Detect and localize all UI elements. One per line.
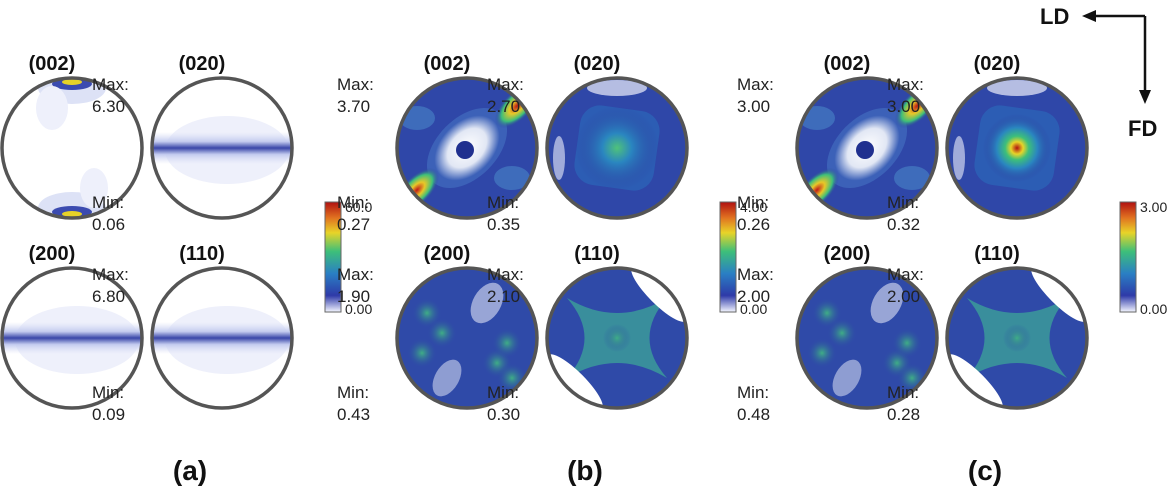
colorbar-min: 0.00 (1140, 301, 1167, 317)
plane-label: (002) (824, 53, 871, 75)
pole-200-figure (0, 266, 144, 410)
min-label: Min: (887, 193, 919, 212)
max-value: 2.00 (887, 287, 920, 306)
panel-label: (a) (173, 455, 207, 486)
min-label: Min: (337, 383, 369, 402)
fd-label: FD (1128, 116, 1157, 141)
max-label: Max: (337, 75, 374, 94)
pole-200-figure (395, 266, 539, 410)
max-value: 1.90 (337, 287, 370, 306)
panel-2: (002) Max: 3.00 Min: 0.26 (020) Max: 3.00 Min: 0.… (737, 53, 1167, 486)
min-label: Min: (92, 383, 124, 402)
colorbar-min: 0.00 (345, 301, 372, 317)
plane-label: (110) (974, 243, 1020, 265)
max-label: Max: (487, 75, 524, 94)
min-label: Min: (92, 193, 124, 212)
max-value: 2.10 (487, 287, 520, 306)
max-value: 6.80 (92, 287, 125, 306)
min-label: Min: (737, 383, 769, 402)
plane-label: (200) (29, 243, 76, 265)
colorbar-max: 4.00 (740, 199, 767, 215)
plane-label: (200) (424, 243, 471, 265)
min-label: Min: (737, 193, 769, 212)
max-value: 6.30 (92, 97, 125, 116)
max-value: 3.00 (737, 97, 770, 116)
plane-label: (020) (574, 53, 621, 75)
min-value: 0.48 (737, 405, 770, 424)
panel-1: (002) Max: 3.70 Min: 0.27 (020) Max: 2.70 Min: 0.… (337, 53, 767, 486)
max-label: Max: (737, 265, 774, 284)
plane-label: (020) (974, 53, 1021, 75)
colorbar-min: 0.00 (740, 301, 767, 317)
colorbar (1119, 201, 1137, 313)
panel-label: (c) (968, 455, 1002, 486)
plane-label: (020) (179, 53, 226, 75)
pole-002-figure (0, 76, 144, 220)
min-value: 0.09 (92, 405, 125, 424)
plane-label: (200) (824, 243, 871, 265)
min-value: 0.43 (337, 405, 370, 424)
max-label: Max: (487, 265, 524, 284)
plane-label: (110) (179, 243, 225, 265)
pole-200-figure (795, 266, 939, 410)
max-value: 3.00 (887, 97, 920, 116)
pole-002-figure (395, 76, 539, 220)
max-value: 2.00 (737, 287, 770, 306)
min-value: 0.30 (487, 405, 520, 424)
panel-label: (b) (567, 455, 603, 486)
ld-label: LD (1040, 4, 1069, 29)
max-value: 3.70 (337, 97, 370, 116)
panel-0: (002)Max:56.0Min:0.01(020)Max:6.30Min:0.… (0, 53, 372, 486)
min-value: 0.32 (887, 215, 920, 234)
plane-label: (110) (574, 243, 620, 265)
pole-110-figure (150, 266, 294, 410)
pole-110-figure (945, 266, 1089, 410)
pole-020-figure (150, 76, 294, 220)
direction-axes: LD FD (1040, 4, 1157, 141)
min-label: Min: (487, 383, 519, 402)
max-value: 2.70 (487, 97, 520, 116)
plane-label: (002) (424, 53, 471, 75)
pole-020-figure (945, 76, 1089, 220)
pole-110-figure (545, 266, 689, 410)
min-label: Min: (487, 193, 519, 212)
colorbar-max: 3.00 (1140, 199, 1167, 215)
min-label: Min: (337, 193, 369, 212)
colorbar-max: 60.0 (345, 199, 372, 215)
pole-002-figure (795, 76, 939, 220)
min-value: 0.26 (737, 215, 770, 234)
plane-label: (002) (29, 53, 76, 75)
min-value: 0.06 (92, 215, 125, 234)
colorbar (719, 201, 737, 313)
max-label: Max: (337, 265, 374, 284)
arrow-down-icon (1139, 90, 1151, 104)
colorbar (324, 201, 342, 313)
min-value: 0.35 (487, 215, 520, 234)
min-value: 0.27 (337, 215, 370, 234)
max-label: Max: (887, 75, 924, 94)
max-label: Max: (92, 265, 129, 284)
min-label: Min: (887, 383, 919, 402)
pole-020-figure (545, 76, 689, 220)
max-label: Max: (92, 75, 129, 94)
max-label: Max: (737, 75, 774, 94)
arrow-left-icon (1082, 10, 1096, 22)
max-label: Max: (887, 265, 924, 284)
min-value: 0.28 (887, 405, 920, 424)
